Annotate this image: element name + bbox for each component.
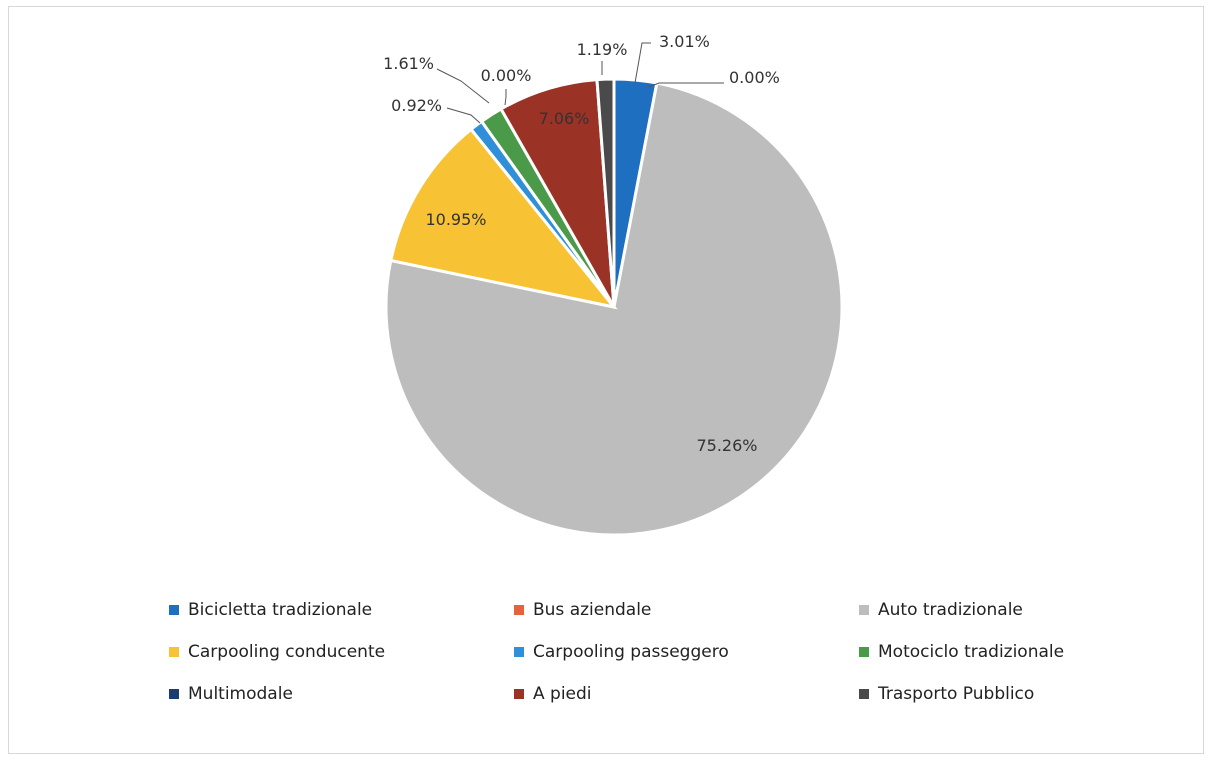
pie-slice	[389, 127, 618, 310]
legend-item: Multimodale	[169, 673, 514, 715]
pie-chart: 3.01% 0.00% 75.26% 10.95% 0.92% 1.61% 0.00% 7.0…	[383, 32, 844, 537]
data-label: 1.19%	[577, 40, 628, 59]
legend-label: Bicicletta tradizionale	[188, 600, 373, 620]
legend-item: Carpooling conducente	[169, 631, 514, 673]
legend-item: Auto tradizionale	[859, 589, 1129, 631]
label-leader-line	[634, 42, 651, 84]
legend-label: Motociclo tradizionale	[878, 642, 1065, 662]
label-leader-line	[504, 89, 507, 106]
legend-swatch	[169, 689, 179, 699]
data-label: 3.01%	[659, 32, 710, 51]
label-leader-line	[446, 107, 481, 124]
data-label: 0.00%	[481, 66, 532, 85]
label-leader-line	[436, 68, 490, 104]
legend-swatch	[859, 689, 869, 699]
legend-label: Bus aziendale	[533, 600, 652, 620]
legend-swatch	[859, 605, 869, 615]
legend-label: Trasporto Pubblico	[878, 684, 1035, 704]
data-label: 75.26%	[696, 436, 757, 455]
pie-slice	[384, 81, 844, 537]
legend-item: Trasporto Pubblico	[859, 673, 1129, 715]
data-label: 7.06%	[539, 109, 590, 128]
legend-swatch	[169, 647, 179, 657]
legend-item: Bicicletta tradizionale	[169, 589, 514, 631]
legend-swatch	[514, 605, 524, 615]
data-label: 0.00%	[729, 68, 780, 87]
legend-label: Carpooling passeggero	[533, 642, 729, 662]
data-label: 0.92%	[391, 96, 442, 115]
legend-label: A piedi	[533, 684, 592, 704]
legend: Bicicletta tradizionale Bus aziendale Au…	[169, 589, 1129, 715]
legend-label: Auto tradizionale	[878, 600, 1023, 620]
legend-item: A piedi	[514, 673, 859, 715]
pie-slice	[595, 77, 616, 308]
legend-item: Motociclo tradizionale	[859, 631, 1129, 673]
pie-slice	[498, 78, 616, 308]
chart-frame: 3.01% 0.00% 75.26% 10.95% 0.92% 1.61% 0.00% 7.0…	[8, 6, 1204, 754]
legend-item: Carpooling passeggero	[514, 631, 859, 673]
legend-swatch	[514, 689, 524, 699]
data-label: 1.61%	[383, 54, 434, 73]
legend-label: Multimodale	[188, 684, 293, 704]
label-leader-line	[648, 82, 724, 88]
legend-swatch	[514, 647, 524, 657]
legend-swatch	[169, 605, 179, 615]
legend-label: Carpooling conducente	[188, 642, 386, 662]
legend-item: Bus aziendale	[514, 589, 859, 631]
data-label: 10.95%	[425, 210, 486, 229]
legend-swatch	[859, 647, 869, 657]
